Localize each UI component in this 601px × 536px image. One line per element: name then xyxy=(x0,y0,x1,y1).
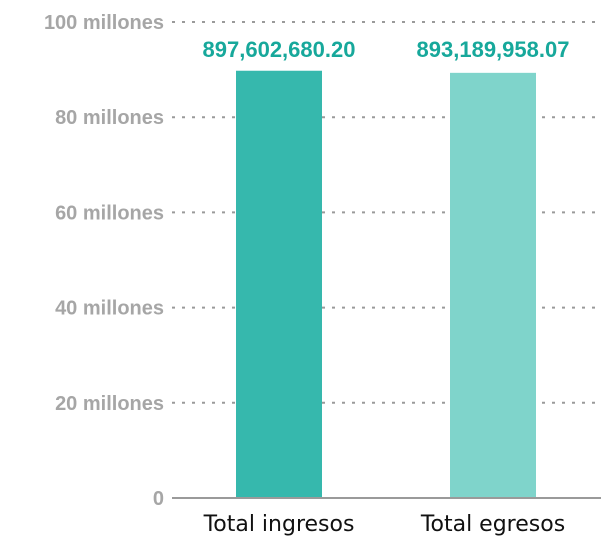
bars xyxy=(236,70,536,499)
y-tick-label: 0 xyxy=(153,488,164,510)
bar-value-label: 893,189,958.07 xyxy=(417,37,570,62)
y-tick-label: 100 millones xyxy=(44,12,164,34)
y-tick-label: 20 millones xyxy=(55,393,164,415)
x-category-label: Total ingresos xyxy=(203,512,355,536)
y-tick-label: 80 millones xyxy=(55,107,164,129)
y-axis-ticks: 0 20 millones 40 millones 60 millones 80 mil… xyxy=(44,12,164,510)
x-axis-categories: Total ingresos Total egresos xyxy=(203,512,566,536)
bar xyxy=(450,72,536,498)
y-tick-label: 40 millones xyxy=(55,298,164,320)
x-category-label: Total egresos xyxy=(420,512,565,536)
y-tick-label: 60 millones xyxy=(55,202,164,224)
bar xyxy=(236,70,322,499)
data-labels: 897,602,680.20 893,189,958.07 xyxy=(203,37,570,62)
bar-value-label: 897,602,680.20 xyxy=(203,37,356,62)
